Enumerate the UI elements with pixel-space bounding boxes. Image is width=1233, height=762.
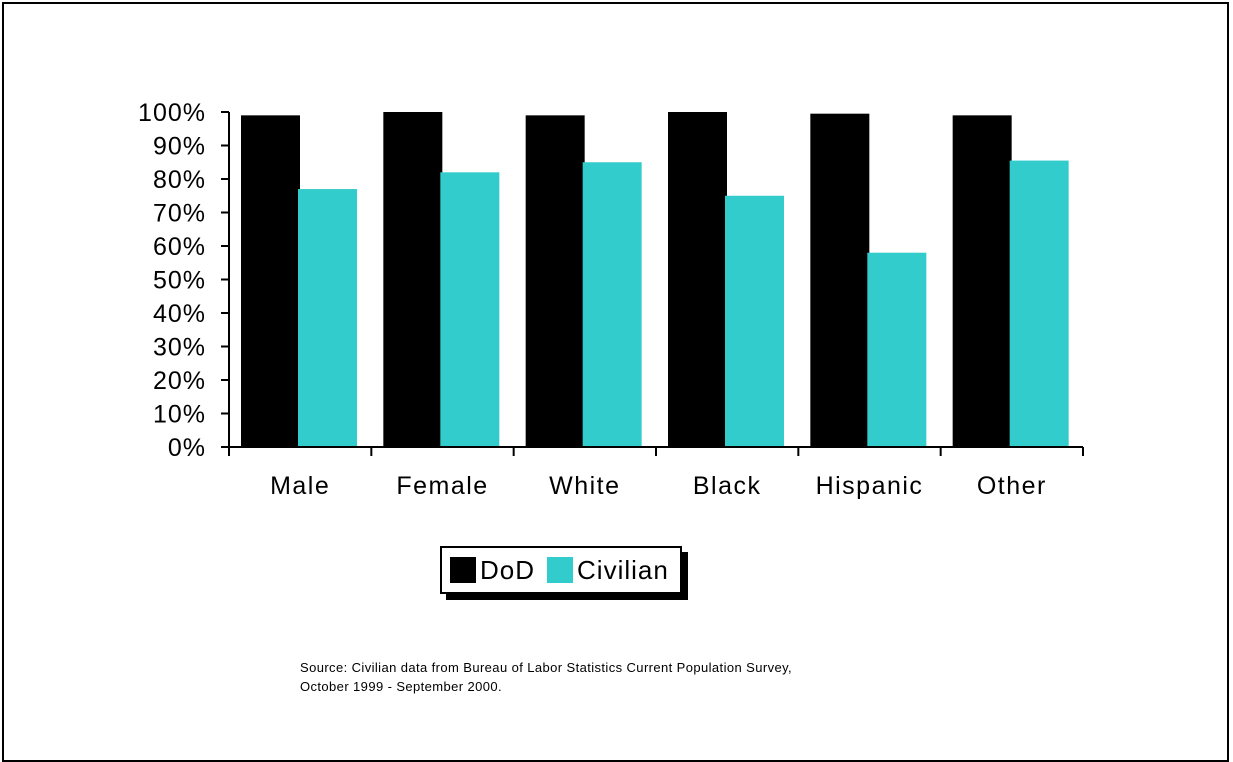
bar-dod-other [952, 115, 1012, 447]
legend-label-civilian: Civilian [577, 554, 669, 585]
y-tick-label: 20% [153, 367, 206, 395]
y-tick-label: 0% [168, 434, 206, 462]
source-line-2: October 1999 - September 2000. [300, 679, 503, 694]
legend-swatch-dod [450, 557, 476, 583]
legend: DoD Civilian [440, 546, 682, 594]
bar-dod-hispanic [810, 113, 870, 448]
legend-item-dod: DoD [450, 555, 535, 586]
source-line-1: Source: Civilian data from Bureau of Lab… [300, 660, 793, 675]
bar-civilian-other [1009, 160, 1069, 447]
y-tick-label: 90% [153, 133, 206, 161]
y-tick-label: 50% [153, 267, 206, 295]
bar-chart: Male Female White Black Hispanic Other 0% 10% 20… [138, 99, 1084, 500]
bar-dod-male [241, 115, 300, 447]
bar-dod-black [668, 112, 727, 447]
x-tick-label-hispanic: Hispanic [816, 472, 924, 500]
legend-item-civilian: Civilian [547, 555, 669, 586]
y-tick-label: 70% [153, 200, 206, 228]
y-tick-label: 30% [153, 334, 206, 362]
y-tick-label: 10% [153, 401, 206, 429]
x-tick-label-white: White [549, 472, 620, 500]
x-tick-label-female: Female [396, 472, 488, 500]
y-tick-label: 100% [138, 99, 206, 127]
bar-dod-female [383, 112, 443, 447]
legend-swatch-civilian [547, 557, 574, 583]
bar-civilian-male [298, 189, 357, 448]
bar-civilian-black [725, 195, 784, 447]
x-tick-label-black: Black [693, 472, 762, 500]
bar-civilian-hispanic [867, 252, 927, 447]
bar-dod-white [525, 115, 585, 447]
y-tick-label: 40% [153, 300, 206, 328]
source-note: Source: Civilian data from Bureau of Lab… [300, 658, 792, 696]
legend-label-dod: DoD [480, 554, 536, 585]
bar-civilian-white [582, 162, 642, 447]
bar-civilian-female [440, 172, 500, 448]
x-tick-label-male: Male [270, 472, 330, 500]
y-tick-label: 60% [153, 233, 206, 261]
y-tick-label: 80% [153, 166, 206, 194]
x-tick-label-other: Other [977, 472, 1047, 500]
